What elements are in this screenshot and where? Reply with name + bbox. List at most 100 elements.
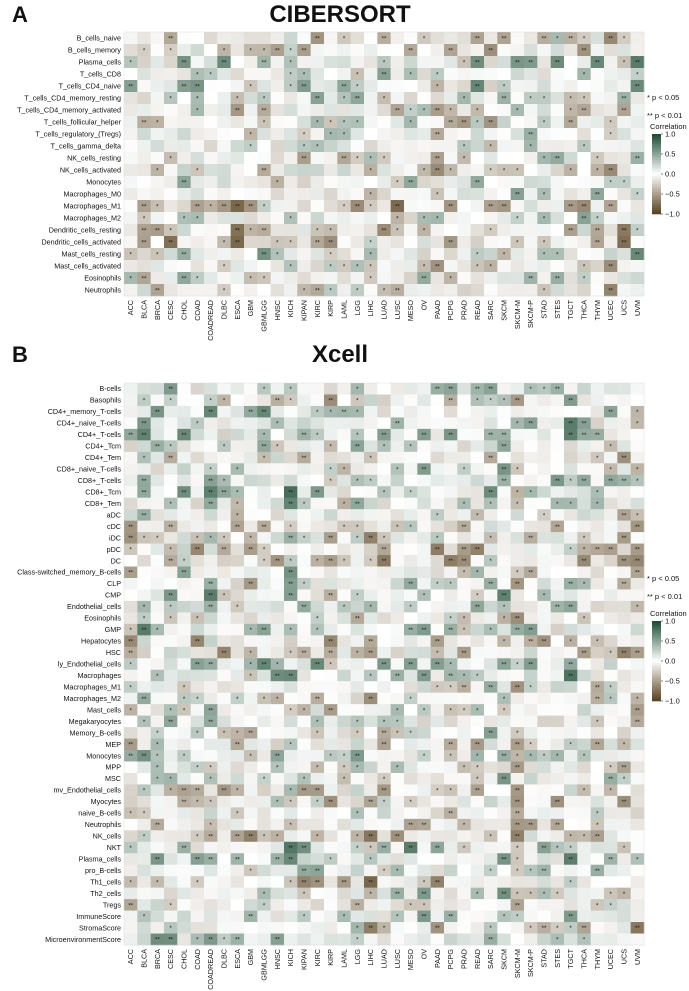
significance-mark: *: [196, 216, 199, 222]
significance-mark: **: [302, 605, 307, 611]
heatmap-cell: [217, 692, 231, 705]
heatmap-cell: [404, 772, 418, 785]
column-label: SKCM: [500, 300, 509, 321]
heatmap-cell: [177, 32, 191, 45]
column-label: CESC: [166, 949, 175, 969]
heatmap-cell: [364, 188, 378, 201]
heatmap-cell: [324, 623, 338, 636]
heatmap-cell: [230, 715, 245, 728]
significance-mark: **: [622, 108, 627, 114]
significance-mark: *: [263, 777, 266, 783]
heatmap-cell: [577, 128, 591, 141]
significance-mark: *: [303, 288, 306, 294]
significance-mark: **: [568, 433, 573, 439]
colorbar-step: [652, 641, 661, 644]
heatmap-cell: [550, 887, 565, 900]
heatmap-cell: [590, 692, 605, 705]
heatmap-cell: [257, 761, 271, 774]
colorbar-step: [652, 146, 661, 149]
heatmap-cell: [310, 92, 325, 105]
heatmap-cell: [137, 600, 151, 613]
heatmap-cell: [417, 864, 431, 877]
heatmap-cell: [404, 623, 418, 636]
column-label: ACC: [126, 949, 135, 964]
significance-mark: *: [276, 766, 279, 772]
heatmap-cell: [470, 188, 485, 201]
heatmap-cell: [137, 440, 151, 453]
heatmap-cell: [124, 577, 138, 590]
heatmap-cell: [364, 104, 378, 117]
heatmap-cell: [577, 704, 591, 716]
heatmap-cell: [337, 394, 351, 407]
heatmap-cell: [337, 899, 351, 911]
heatmap-cell: [524, 428, 538, 441]
heatmap-cell: [430, 284, 445, 297]
heatmap-cell: [404, 612, 418, 625]
heatmap-cell: [217, 681, 231, 693]
colorbar-step: [652, 152, 661, 155]
column-label: KIRP: [326, 300, 335, 317]
heatmap-cell: [417, 922, 431, 934]
significance-mark: *: [463, 467, 466, 473]
heatmap-cell: [204, 383, 218, 395]
significance-mark: *: [209, 72, 212, 78]
heatmap-cell: [390, 486, 405, 498]
heatmap-cell: [297, 56, 311, 69]
colorbar-step: [652, 202, 661, 205]
heatmap-cell: [430, 623, 445, 636]
colorbar-step: [652, 697, 661, 700]
significance-mark: **: [488, 938, 493, 944]
heatmap-cell: [364, 152, 378, 165]
heatmap-cell: [337, 440, 351, 453]
heatmap-cell: [230, 772, 245, 785]
significance-mark: *: [169, 617, 172, 623]
heatmap-cell: [364, 463, 378, 476]
heatmap-cell: [377, 600, 391, 613]
heatmap-cell: [390, 635, 405, 648]
heatmap-cell: [244, 248, 258, 261]
colorbar-step: [652, 142, 661, 145]
heatmap-cell: [604, 635, 618, 648]
colorbar-tick-label: −0.5: [665, 190, 680, 199]
significance-mark: *: [463, 846, 466, 852]
heatmap-cell: [244, 520, 258, 533]
heatmap-cell: [190, 497, 205, 510]
significance-mark: *: [489, 628, 492, 634]
heatmap-cell: [377, 853, 391, 866]
heatmap-cell: [537, 566, 551, 579]
heatmap-cell: [630, 772, 645, 785]
significance-mark: *: [396, 228, 399, 234]
heatmap-cell: [124, 92, 138, 105]
heatmap-cell: [244, 635, 258, 648]
significance-mark: *: [169, 708, 172, 714]
heatmap-cell: [537, 853, 551, 866]
heatmap-cell: [137, 188, 151, 201]
significance-mark: **: [408, 582, 413, 588]
heatmap-cell: [204, 80, 218, 93]
heatmap-cell: [364, 68, 378, 81]
heatmap-cell: [617, 612, 631, 625]
significance-mark: *: [543, 96, 546, 102]
heatmap-cell: [190, 876, 205, 888]
significance-mark: *: [503, 168, 506, 174]
heatmap-cell: [350, 658, 365, 671]
significance-mark: *: [249, 276, 252, 282]
heatmap-cell: [417, 933, 431, 946]
heatmap-cell: [377, 933, 391, 946]
heatmap-cell: [577, 727, 591, 739]
significance-mark: *: [289, 743, 292, 749]
heatmap-cell: [377, 116, 391, 129]
heatmap-cell: [377, 405, 391, 418]
significance-mark: *: [396, 216, 399, 222]
significance-mark: *: [156, 743, 159, 749]
heatmap-cell: [177, 738, 191, 751]
heatmap-cell: [350, 451, 365, 464]
significance-mark: *: [636, 467, 639, 473]
heatmap-cell: [190, 681, 205, 693]
heatmap-cell: [377, 440, 391, 453]
heatmap-cell: [204, 56, 218, 69]
significance-mark: **: [582, 108, 587, 114]
significance-mark: *: [289, 628, 292, 634]
heatmap-cell: [190, 543, 205, 556]
heatmap-cell: [550, 509, 565, 521]
